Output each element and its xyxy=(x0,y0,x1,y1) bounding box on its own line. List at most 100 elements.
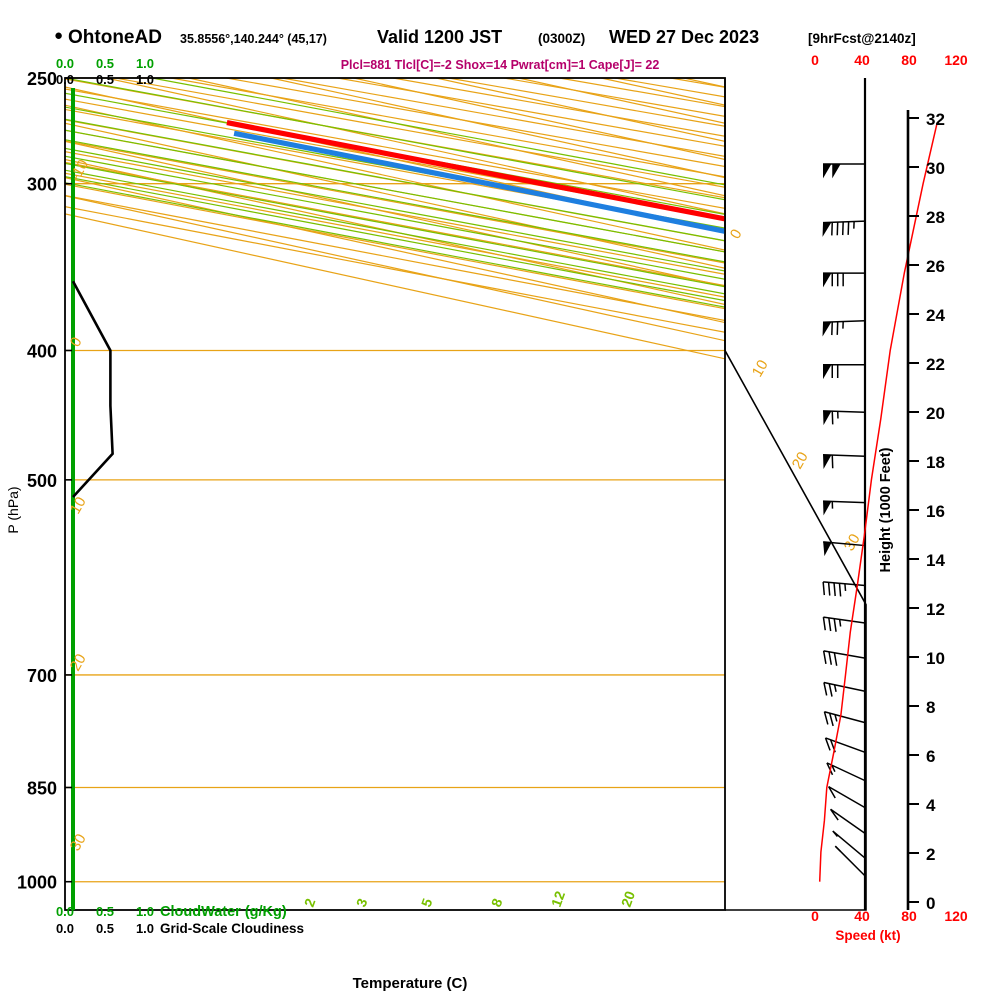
dry-adiabat-line xyxy=(65,206,725,333)
stability-indices-text: Plcl=881 Tlcl[C]=-2 Shox=14 Pwrat[cm]=1 … xyxy=(341,58,660,72)
height-tick-label: 30 xyxy=(926,159,945,178)
pressure-tick-label: 1000 xyxy=(17,873,57,893)
mixing-ratio-label: 8 xyxy=(488,896,506,909)
dry-adiabat-line xyxy=(65,129,725,253)
height-tick-label: 2 xyxy=(926,845,935,864)
dry-adiabat-line xyxy=(65,108,725,231)
wind-barb xyxy=(823,711,866,727)
cloudiness-profile-line xyxy=(71,280,114,498)
isotherm-line xyxy=(849,78,1000,910)
cloudiness-tick-bottom: 0.5 xyxy=(96,921,114,936)
isotherm-line xyxy=(65,213,725,360)
isotherm-label: 0 xyxy=(727,226,746,242)
temperature-axis-label: Temperature (C) xyxy=(353,975,468,992)
dry-adiabat-line xyxy=(65,194,725,322)
dry-adiabat-label: 0 xyxy=(67,334,86,350)
height-tick-label: 12 xyxy=(926,600,945,619)
wind-barb xyxy=(829,808,866,834)
cloudwater-tick-bottom: 1.0 xyxy=(136,904,154,919)
pressure-tick-label: 300 xyxy=(27,175,57,195)
dry-adiabat-line xyxy=(670,78,725,88)
pressure-tick-label: 850 xyxy=(27,778,57,798)
dry-adiabat-line xyxy=(65,183,725,310)
wind-barb xyxy=(822,220,866,237)
cloudiness-tick-top: 0.5 xyxy=(96,72,114,87)
wind-barb xyxy=(822,616,866,632)
mixing-ratio-label: 12 xyxy=(548,889,568,909)
wind-barb xyxy=(822,320,866,337)
speed-tick-label-bottom: 40 xyxy=(854,908,870,924)
mixing-ratio-label: 3 xyxy=(353,896,371,909)
wind-barb xyxy=(822,453,866,470)
speed-tick-label-top: 40 xyxy=(854,52,870,68)
dry-adiabat-line xyxy=(65,119,725,242)
speed-axis-label: Speed (kt) xyxy=(835,928,900,943)
cloudwater-tick-top: 0.5 xyxy=(96,56,114,71)
pressure-tick-label: 700 xyxy=(27,666,57,686)
height-tick-label: 28 xyxy=(926,208,945,227)
wind-barb xyxy=(823,163,865,179)
cloudiness-axis-label: Grid-Scale Cloudiness xyxy=(160,921,304,936)
speed-tick-label-bottom: 0 xyxy=(811,908,819,924)
wind-barb xyxy=(832,830,866,859)
height-tick-label: 4 xyxy=(926,796,936,815)
wind-barb xyxy=(823,272,865,288)
wind-speed-trace xyxy=(818,122,938,882)
cloudwater-tick-bottom: 0.5 xyxy=(96,904,114,919)
wind-barb xyxy=(824,737,866,754)
station-name: OhtoneAD xyxy=(68,27,162,48)
height-tick-label: 14 xyxy=(926,551,945,570)
cloudiness-tick-bottom: 0.0 xyxy=(56,921,74,936)
dry-adiabat-line xyxy=(337,78,725,147)
wind-barb xyxy=(823,364,865,380)
dry-adiabat-line xyxy=(65,98,725,220)
valid-date: WED 27 Dec 2023 xyxy=(609,27,759,47)
speed-tick-label-top: 120 xyxy=(944,52,968,68)
pressure-tick-label: 400 xyxy=(27,341,57,361)
forecast-stamp: [9hrFcst@2140z] xyxy=(808,31,916,46)
isotherm-line xyxy=(65,122,725,269)
isotherm-line xyxy=(65,104,725,251)
wind-barb xyxy=(822,500,866,516)
pressure-tick-label: 250 xyxy=(27,69,57,89)
height-axis-label: Height (1000 Feet) xyxy=(878,447,894,572)
height-tick-label: 10 xyxy=(926,649,945,668)
dry-adiabat-label: 10 xyxy=(67,494,90,517)
dry-adiabat-label: 30 xyxy=(67,831,90,854)
height-tick-label: 8 xyxy=(926,698,935,717)
skewt-frame xyxy=(64,77,726,911)
cloudwater-tick-top: 0.0 xyxy=(56,56,74,71)
mixing-ratio-label: 5 xyxy=(418,896,436,909)
isotherm-line xyxy=(65,195,725,342)
wind-barb xyxy=(822,410,866,426)
valid-time-utc: (0300Z) xyxy=(538,31,585,46)
height-tick-label: 24 xyxy=(926,306,945,325)
valid-time: Valid 1200 JST xyxy=(377,27,502,47)
speed-tick-label-bottom: 80 xyxy=(901,908,917,924)
height-tick-label: 18 xyxy=(926,453,945,472)
isotherm-line xyxy=(65,140,725,287)
height-tick-label: 0 xyxy=(926,894,935,913)
dry-adiabat-line xyxy=(65,140,725,264)
cloudwater-tick-top: 1.0 xyxy=(136,56,154,71)
isotherm-line xyxy=(683,78,725,88)
height-tick-label: 22 xyxy=(926,355,945,374)
wind-barb xyxy=(834,845,866,877)
height-tick-label: 20 xyxy=(926,404,945,423)
isotherm-line xyxy=(65,158,725,306)
cloudiness-tick-top: 1.0 xyxy=(136,72,154,87)
dry-adiabat-line xyxy=(65,172,725,298)
mixing-ratio-label: 20 xyxy=(618,889,638,909)
dry-adiabat-line xyxy=(65,161,725,287)
cloudwater-tick-bottom: 0.0 xyxy=(56,904,74,919)
height-tick-label: 32 xyxy=(926,110,945,129)
dry-adiabat-line xyxy=(65,150,725,275)
header-bar: ● OhtoneAD 35.8556°,140.244° (45,17) Val… xyxy=(0,22,1000,52)
height-tick-label: 16 xyxy=(926,502,945,521)
isotherm-label: 10 xyxy=(749,357,772,380)
pressure-axis-label: P (hPa) xyxy=(5,486,21,533)
wind-barb xyxy=(827,785,866,809)
dry-adiabat-line xyxy=(115,78,725,188)
wind-barb xyxy=(823,541,866,557)
